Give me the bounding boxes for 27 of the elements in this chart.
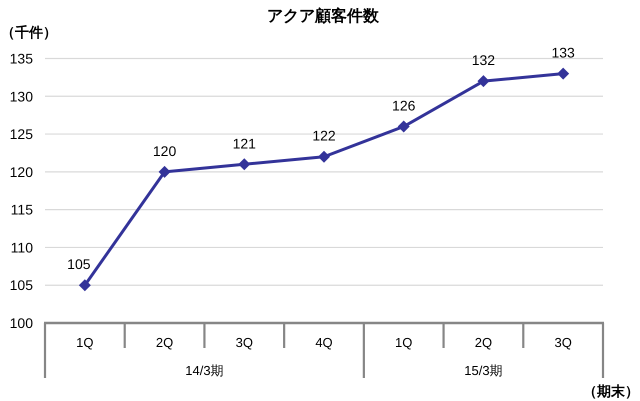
data-label: 132 <box>472 52 496 68</box>
y-tick: 120 <box>10 164 33 180</box>
y-tick: 100 <box>10 315 33 331</box>
y-tick: 125 <box>10 126 33 142</box>
x-tick: 4Q <box>315 335 333 350</box>
y-tick: 135 <box>10 50 33 66</box>
data-label: 122 <box>312 128 336 144</box>
data-label: 126 <box>392 98 416 114</box>
data-label: 105 <box>67 256 91 272</box>
data-label: 121 <box>232 135 256 152</box>
y-tick: 130 <box>10 88 33 104</box>
x-group-label: 15/3期 <box>464 363 503 378</box>
x-tick: 2Q <box>156 335 174 350</box>
data-label: 120 <box>152 142 176 159</box>
data-label: 133 <box>551 44 575 61</box>
x-tick: 1Q <box>395 335 412 350</box>
title: アクア顧客件数 <box>267 8 379 25</box>
x-tick: 1Q <box>76 335 94 350</box>
y-label: （千件） <box>1 24 57 40</box>
x-tick: 3Q <box>554 335 572 350</box>
x-tick: 2Q <box>474 335 492 350</box>
x-label: （期末） <box>583 383 639 399</box>
y-tick: 105 <box>10 277 33 294</box>
y-tick: 115 <box>10 202 33 218</box>
y-tick: 110 <box>10 239 33 256</box>
x-group-label: 14/3期 <box>185 363 224 378</box>
x-tick: 3Q <box>236 335 253 350</box>
